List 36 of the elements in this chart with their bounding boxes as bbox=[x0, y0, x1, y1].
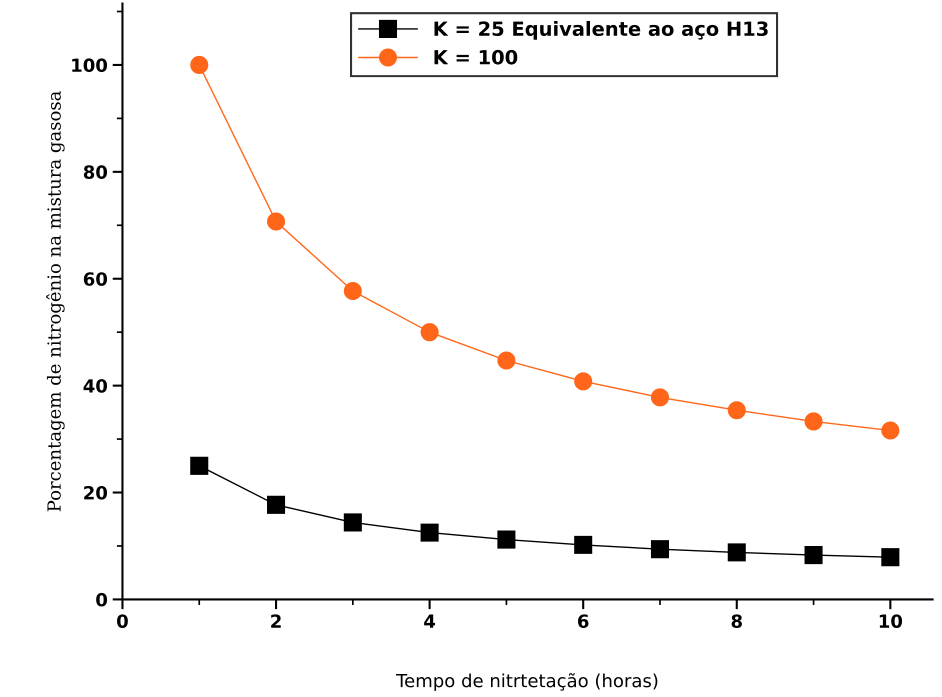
point bbox=[728, 401, 746, 420]
x-tick-label: 2 bbox=[271, 614, 281, 628]
point bbox=[497, 530, 516, 549]
point bbox=[574, 372, 592, 390]
x-tick-label: 6 bbox=[578, 614, 589, 628]
point bbox=[420, 524, 439, 542]
y-tick-label: 40 bbox=[84, 379, 108, 393]
point bbox=[497, 351, 516, 370]
point bbox=[650, 540, 670, 558]
y-tick-label: 20 bbox=[84, 486, 108, 500]
x-axis-title: Tempo de nitrtetação (horas) bbox=[396, 673, 658, 691]
point bbox=[804, 412, 823, 430]
x-tick-label: 10 bbox=[880, 614, 902, 628]
point bbox=[881, 422, 900, 440]
point bbox=[267, 496, 286, 514]
legend-label: K = 100 bbox=[434, 50, 518, 65]
y-tick-label: 60 bbox=[84, 272, 108, 286]
y-tick-label: 100 bbox=[72, 58, 108, 72]
y-axis-title: Porcentagem de nitrogênio na mistura gasosa bbox=[46, 91, 65, 512]
x-tick-label: 0 bbox=[117, 614, 128, 628]
y-tick-label: 80 bbox=[84, 165, 108, 179]
point bbox=[728, 543, 746, 562]
point bbox=[881, 548, 900, 566]
point bbox=[420, 323, 439, 342]
point bbox=[574, 536, 592, 554]
x-tick-label: 8 bbox=[732, 614, 742, 628]
point bbox=[650, 388, 670, 406]
point bbox=[344, 513, 362, 532]
y-tick-label: 0 bbox=[96, 592, 108, 607]
x-tick-label: 4 bbox=[424, 614, 436, 628]
point bbox=[267, 212, 286, 231]
point bbox=[190, 456, 208, 475]
legend-label: K = 25 Equivalente ao aço H13 bbox=[434, 20, 768, 40]
point bbox=[344, 282, 362, 300]
point bbox=[804, 546, 823, 564]
point bbox=[190, 56, 208, 74]
